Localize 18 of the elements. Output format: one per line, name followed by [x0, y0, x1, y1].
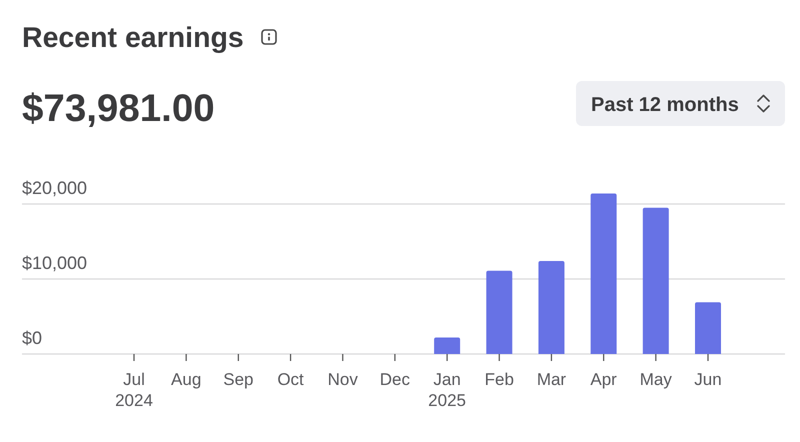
- x-tick-label: Mar: [536, 370, 566, 389]
- x-tick-label: Aug: [171, 370, 202, 389]
- text: Past 12 months: [591, 94, 739, 116]
- x-tick-label: Nov: [328, 370, 358, 389]
- chart-title: Recent earnings: [22, 22, 244, 54]
- x-tick-label: May: [640, 370, 672, 389]
- y-tick-label: $10,000: [22, 253, 88, 273]
- y-tick-label: $20,000: [22, 178, 88, 198]
- x-tick-label: Oct: [277, 370, 304, 389]
- x-tick-label: Jun: [694, 370, 722, 389]
- y-tick-label: $0: [22, 328, 42, 348]
- chart-subtitle: $73,981.00: [22, 87, 215, 130]
- x-tick-label: Sep: [223, 370, 254, 389]
- x-tick-label: Jul 2024: [115, 370, 153, 410]
- x-tick-label: Apr: [590, 370, 618, 389]
- x-tick-label: Dec: [380, 370, 411, 389]
- x-tick-label: Jan 2025: [428, 370, 466, 410]
- x-tick-label: Feb: [484, 370, 514, 389]
